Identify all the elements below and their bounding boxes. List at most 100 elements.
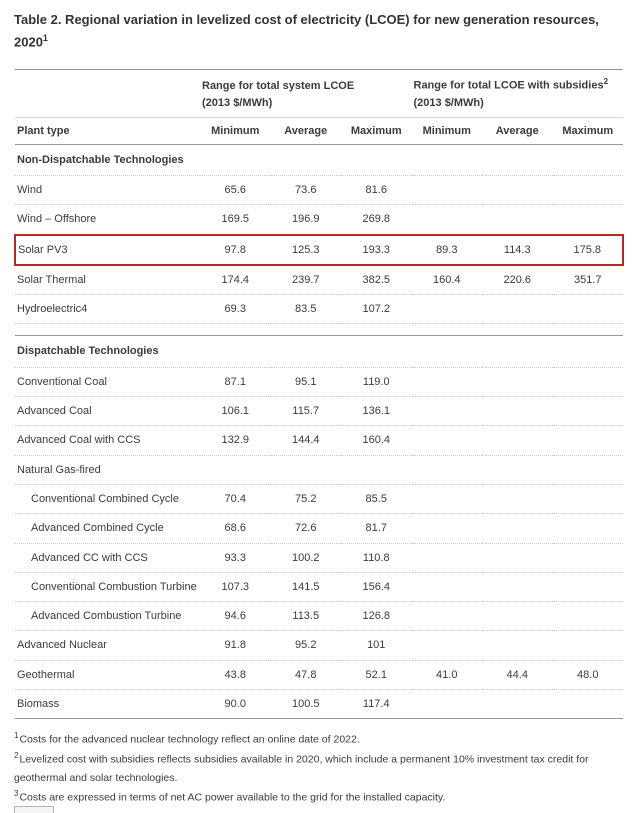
table-title-text: Table 2. Regional variation in levelized… bbox=[14, 12, 599, 50]
value-cell bbox=[552, 601, 623, 632]
value-cell: 94.6 bbox=[200, 601, 271, 632]
footnote-marker: 3 bbox=[14, 789, 19, 799]
footnote-marker: 2 bbox=[14, 751, 19, 761]
footnote-text: Costs are expressed in terms of net AC p… bbox=[19, 791, 446, 804]
value-cell: 132.9 bbox=[200, 425, 271, 456]
value-cell bbox=[411, 455, 482, 485]
value-cell: 44.4 bbox=[482, 660, 553, 691]
value-cell bbox=[411, 543, 482, 573]
value-cell: 220.6 bbox=[482, 264, 553, 296]
table-body: Non-Dispatchable Technologies Wind 65.6 73.… bbox=[14, 143, 624, 720]
group-header-system-unit: (2013 $/MWh) bbox=[202, 96, 273, 109]
value-cell bbox=[411, 601, 482, 632]
plant-type-cell: Advanced Combustion Turbine bbox=[15, 601, 200, 632]
value-cell bbox=[552, 689, 623, 720]
value-cell: 239.7 bbox=[270, 264, 341, 296]
value-cell bbox=[411, 689, 482, 720]
value-cell bbox=[411, 204, 482, 236]
value-cell: 160.4 bbox=[341, 425, 412, 456]
footnote-marker: 1 bbox=[14, 731, 19, 741]
plant-type-cell: Geothermal bbox=[15, 660, 200, 691]
value-cell bbox=[411, 513, 482, 544]
column-header-minimum-system: Minimum bbox=[200, 117, 271, 145]
value-cell bbox=[552, 630, 623, 661]
group-header-subsidies-footnote-marker: 2 bbox=[603, 76, 609, 86]
value-cell: 107.3 bbox=[200, 572, 271, 603]
value-cell bbox=[552, 572, 623, 603]
section-header-row: Non-Dispatchable Technologies bbox=[15, 143, 623, 176]
value-cell bbox=[341, 455, 412, 485]
value-cell: 68.6 bbox=[200, 513, 271, 544]
value-cell bbox=[411, 294, 482, 325]
value-cell bbox=[552, 294, 623, 325]
value-cell bbox=[482, 572, 553, 603]
table-row: Natural Gas-fired bbox=[15, 455, 623, 485]
value-cell bbox=[552, 204, 623, 236]
plant-type-cell: Advanced Coal with CCS bbox=[15, 425, 200, 456]
value-cell: 43.8 bbox=[200, 660, 271, 691]
table-row: Biomass 90.0 100.5 117.4 bbox=[15, 689, 623, 720]
plant-type-cell: Solar PV3 bbox=[14, 233, 200, 266]
value-cell bbox=[552, 543, 623, 573]
value-cell bbox=[411, 484, 482, 515]
value-cell bbox=[411, 396, 482, 427]
group-header-system-lcoe: Range for total system LCOE (2013 $/MWh) bbox=[200, 68, 412, 118]
section-header: Dispatchable Technologies bbox=[15, 335, 623, 368]
value-cell bbox=[482, 484, 553, 515]
value-cell bbox=[482, 204, 553, 236]
value-cell bbox=[482, 175, 553, 206]
value-cell: 174.4 bbox=[200, 264, 271, 296]
value-cell: 81.6 bbox=[341, 175, 412, 206]
plant-type-cell: Conventional Coal bbox=[15, 367, 200, 398]
group-header-subsidies-label: Range for total LCOE with subsidies2 bbox=[413, 76, 609, 92]
value-cell: 95.2 bbox=[270, 630, 341, 661]
column-header-row: Plant type Minimum Average Maximum Minim… bbox=[15, 117, 623, 145]
value-cell: 69.3 bbox=[200, 294, 271, 325]
section-header: Non-Dispatchable Technologies bbox=[15, 143, 623, 176]
value-cell bbox=[482, 513, 553, 544]
value-cell bbox=[552, 513, 623, 544]
value-cell: 169.5 bbox=[200, 204, 271, 236]
footnote-text: Costs for the advanced nuclear technolog… bbox=[19, 733, 360, 746]
table-row: Advanced Coal with CCS 132.9 144.4 160.4 bbox=[15, 425, 623, 456]
table-row: Hydroelectric4 69.3 83.5 107.2 bbox=[15, 294, 623, 325]
plant-type-cell: Advanced Nuclear bbox=[15, 630, 200, 661]
footnote: 2Levelized cost with subsidies reflects … bbox=[14, 749, 624, 787]
plant-type-cell: Conventional Combined Cycle bbox=[15, 484, 200, 515]
value-cell bbox=[482, 455, 553, 485]
table-title: Table 2. Regional variation in levelized… bbox=[14, 10, 600, 53]
table-row: Advanced Combustion Turbine 94.6 113.5 126.… bbox=[15, 601, 623, 632]
value-cell: 65.6 bbox=[200, 175, 271, 206]
table-row: Wind – Offshore 169.5 196.9 269.8 bbox=[15, 204, 623, 236]
value-cell bbox=[482, 425, 553, 456]
group-header-subsidies-lcoe: Range for total LCOE with subsidies2 (20… bbox=[411, 68, 623, 118]
value-cell: 110.8 bbox=[341, 543, 412, 573]
footnote-text: Levelized cost with subsidies reflects s… bbox=[14, 753, 589, 785]
value-cell: 91.8 bbox=[200, 630, 271, 661]
value-cell: 48.0 bbox=[552, 660, 623, 691]
value-cell: 85.5 bbox=[341, 484, 412, 515]
table-row: Solar Thermal 174.4 239.7 382.5 160.4 220.6 35… bbox=[15, 264, 623, 296]
value-cell bbox=[482, 543, 553, 573]
value-cell: 52.1 bbox=[341, 660, 412, 691]
value-cell: 73.6 bbox=[270, 175, 341, 206]
value-cell bbox=[482, 630, 553, 661]
value-cell bbox=[411, 572, 482, 603]
plant-type-cell: Advanced Combined Cycle bbox=[15, 513, 200, 544]
value-cell: 196.9 bbox=[270, 204, 341, 236]
plant-type-cell: Biomass bbox=[15, 689, 200, 720]
table-row: Conventional Combined Cycle 70.4 75.2 85.5 bbox=[15, 484, 623, 515]
value-cell bbox=[482, 396, 553, 427]
value-cell: 106.1 bbox=[200, 396, 271, 427]
value-cell: 95.1 bbox=[270, 367, 341, 398]
value-cell bbox=[482, 601, 553, 632]
group-header-system-label: Range for total system LCOE bbox=[202, 79, 355, 92]
value-cell: 89.3 bbox=[411, 233, 482, 266]
value-cell: 72.6 bbox=[270, 513, 341, 544]
value-cell: 87.1 bbox=[200, 367, 271, 398]
value-cell: 115.7 bbox=[270, 396, 341, 427]
value-cell bbox=[552, 396, 623, 427]
value-cell bbox=[411, 175, 482, 206]
value-cell: 101 bbox=[341, 630, 412, 661]
